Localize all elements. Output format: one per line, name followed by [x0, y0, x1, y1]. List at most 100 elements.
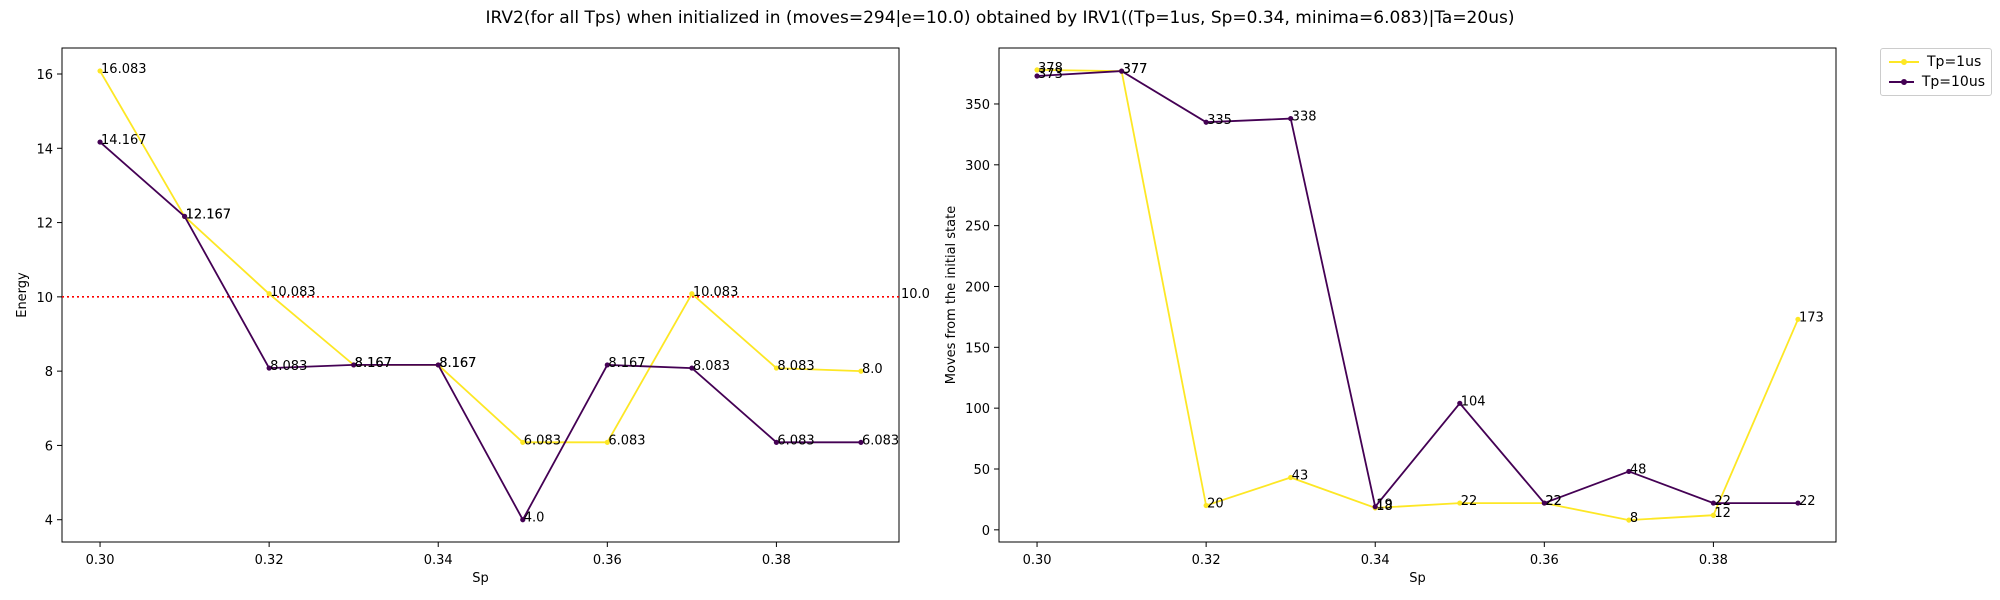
y-axis-label-energy: Energy: [15, 272, 30, 318]
data-label-tp10us-moves: 377: [1123, 62, 1148, 77]
series-line-tp1us-moves: [1036, 69, 1799, 522]
data-point-tp10us-energy: [351, 362, 357, 368]
plot-frame-moves: [998, 47, 1837, 543]
x-tick-label-moves: 0.32: [1192, 553, 1221, 568]
legend: Tp=1us Tp=10us: [1880, 48, 1992, 96]
legend-entry-tp10us: Tp=10us: [1887, 72, 1985, 92]
data-point-tp10us-energy: [604, 362, 610, 368]
threshold-label-energy: 10.0: [901, 287, 930, 302]
data-point-tp1us-energy: [520, 439, 526, 445]
data-label-tp10us-energy: 12.167: [186, 207, 232, 222]
y-tick-label-moves: 300: [965, 159, 990, 174]
series-line-tp10us-moves: [1036, 70, 1798, 509]
series-line-tp1us-energy: [99, 70, 862, 444]
x-axis-label-energy: Sp: [472, 571, 489, 586]
plot-frame-energy: [61, 47, 900, 543]
data-label-tp10us-energy: 6.083: [862, 433, 899, 448]
data-point-tp1us-energy: [604, 439, 610, 445]
y-tick-label-moves: 350: [965, 98, 990, 113]
data-point-tp1us-moves: [1457, 500, 1463, 506]
data-point-tp1us-moves: [1626, 517, 1632, 523]
data-point-tp10us-energy: [97, 139, 103, 145]
data-point-tp1us-energy: [858, 368, 864, 374]
legend-swatch-tp1us: [1887, 56, 1921, 68]
data-point-tp1us-energy: [266, 291, 272, 297]
y-tick-label-moves: 0: [982, 524, 990, 539]
data-point-tp10us-moves: [1795, 500, 1801, 506]
data-label-tp1us-moves: 43: [1292, 469, 1309, 484]
data-label-tp10us-moves: 19: [1376, 498, 1393, 513]
data-point-tp10us-energy: [266, 365, 272, 371]
data-label-tp1us-moves: 377: [1123, 62, 1148, 77]
x-tick-label-energy: 0.30: [86, 553, 115, 568]
data-label-tp10us-moves: 104: [1461, 394, 1486, 409]
data-point-tp1us-moves: [1034, 67, 1040, 73]
x-tick-label-moves: 0.38: [1699, 553, 1728, 568]
data-point-tp10us-energy: [858, 439, 864, 445]
data-label-tp10us-energy: 8.167: [355, 356, 392, 371]
data-label-tp10us-energy: 6.083: [777, 433, 814, 448]
y-tick-label-energy: 12: [36, 217, 53, 232]
x-tick-label-energy: 0.32: [255, 553, 284, 568]
data-label-tp1us-moves: 18: [1376, 499, 1393, 514]
data-label-tp10us-energy: 8.167: [608, 356, 645, 371]
legend-entry-tp1us: Tp=1us: [1887, 52, 1985, 72]
data-label-tp10us-moves: 335: [1207, 113, 1232, 128]
data-label-tp10us-moves: 22: [1799, 494, 1816, 509]
data-point-tp10us-moves: [1118, 68, 1125, 74]
x-tick-label-moves: 0.30: [1023, 553, 1052, 568]
data-point-tp10us-energy: [773, 439, 780, 445]
x-axis-label-moves: Sp: [1409, 571, 1426, 586]
figure-title: IRV2(for all Tps) when initialized in (m…: [485, 8, 1515, 28]
y-tick-label-moves: 50: [973, 463, 990, 478]
y-tick-label-energy: 10: [36, 291, 53, 306]
data-label-tp1us-energy: 8.0: [862, 362, 883, 377]
data-label-tp1us-energy: 8.167: [355, 356, 392, 371]
data-label-tp1us-energy: 8.167: [439, 356, 476, 371]
data-point-tp1us-moves: [1203, 502, 1209, 509]
data-label-tp10us-moves: 48: [1630, 462, 1647, 477]
x-tick-label-energy: 0.34: [424, 553, 453, 568]
data-point-tp1us-energy: [773, 365, 780, 371]
y-tick-label-energy: 4: [45, 514, 53, 529]
data-point-tp1us-moves: [1288, 474, 1294, 481]
data-label-tp1us-energy: 6.083: [608, 433, 645, 448]
y-axis-label-moves: Moves from the initial state: [944, 206, 959, 384]
data-point-tp10us-moves: [1034, 73, 1040, 79]
legend-label-tp1us: Tp=1us: [1927, 54, 1982, 70]
data-label-tp1us-moves: 20: [1207, 496, 1224, 511]
series-line-tp10us-energy: [99, 141, 861, 522]
data-label-tp1us-energy: 12.167: [186, 207, 232, 222]
data-label-tp1us-energy: 8.083: [777, 359, 814, 374]
y-tick-label-moves: 250: [965, 220, 990, 235]
data-point-tp10us-moves: [1288, 115, 1294, 122]
data-label-tp10us-moves: 22: [1714, 494, 1731, 509]
x-tick-label-energy: 0.36: [593, 553, 622, 568]
data-label-tp1us-moves: 22: [1461, 494, 1478, 509]
data-label-tp10us-moves: 373: [1038, 67, 1063, 82]
data-label-tp1us-energy: 10.083: [693, 285, 739, 300]
x-tick-label-moves: 0.34: [1361, 553, 1390, 568]
y-tick-label-energy: 14: [36, 142, 53, 157]
data-point-tp1us-moves: [1795, 316, 1801, 322]
data-label-tp1us-moves: 378: [1038, 61, 1063, 76]
data-label-tp10us-energy: 8.083: [693, 359, 730, 374]
data-label-tp10us-energy: 8.083: [270, 359, 307, 374]
data-point-tp10us-energy: [181, 213, 188, 219]
data-point-tp10us-moves: [1203, 119, 1209, 125]
data-point-tp10us-moves: [1457, 400, 1463, 406]
y-tick-label-energy: 6: [45, 439, 53, 454]
y-tick-label-moves: 150: [965, 341, 990, 356]
data-label-tp10us-moves: 338: [1292, 110, 1317, 125]
x-tick-label-moves: 0.36: [1530, 553, 1559, 568]
legend-swatch-tp10us: [1887, 76, 1916, 88]
data-point-tp10us-moves: [1541, 500, 1547, 506]
legend-label-tp10us: Tp=10us: [1921, 74, 1985, 90]
data-point-tp10us-moves: [1710, 500, 1717, 506]
data-point-tp10us-moves: [1626, 468, 1632, 475]
data-label-tp1us-moves: 8: [1630, 511, 1638, 526]
y-tick-label-moves: 200: [965, 280, 990, 295]
y-tick-label-moves: 100: [965, 402, 990, 417]
data-label-tp1us-energy: 6.083: [524, 433, 561, 448]
